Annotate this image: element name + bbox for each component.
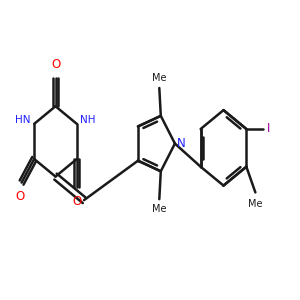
Text: I: I <box>267 122 270 136</box>
Text: Me: Me <box>152 73 166 83</box>
Text: Me: Me <box>152 204 166 214</box>
Text: N: N <box>176 137 185 150</box>
Text: O: O <box>51 58 60 71</box>
Text: O: O <box>16 190 25 203</box>
Text: NH: NH <box>80 116 96 125</box>
Text: Me: Me <box>248 199 262 209</box>
Text: O: O <box>72 195 81 208</box>
Text: HN: HN <box>15 116 31 125</box>
